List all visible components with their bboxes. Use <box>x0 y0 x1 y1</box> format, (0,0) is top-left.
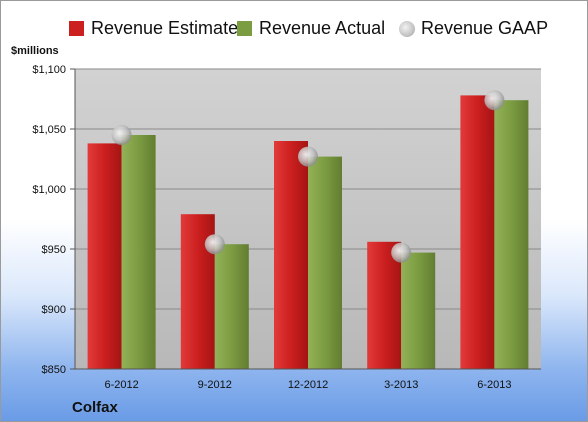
legend-label-estimate: Revenue Estimate <box>91 18 239 38</box>
marker-revenue-gaap <box>391 242 412 263</box>
y-axis-ticks: $850 $900 $950 $1,000 $1,050 $1,100 <box>32 64 76 376</box>
company-name: Colfax <box>72 399 118 416</box>
unit-label: $millions <box>11 45 59 57</box>
y-tick-label: $1,000 <box>32 184 66 196</box>
y-tick-label: $1,100 <box>32 64 66 76</box>
bar-revenue-estimate <box>367 241 402 369</box>
x-tick-label: 12-2012 <box>288 379 328 391</box>
legend-swatch-estimate <box>69 21 84 36</box>
legend: Revenue Estimate Revenue Actual Revenue … <box>1 18 587 42</box>
y-tick-label: $850 <box>42 364 66 376</box>
marker-revenue-gaap <box>484 90 505 111</box>
legend-label-gaap: Revenue GAAP <box>421 18 549 38</box>
bar-revenue-estimate <box>460 95 495 370</box>
legend-item-revenue-gaap: Revenue GAAP <box>399 18 548 39</box>
y-tick-label: $900 <box>42 304 66 316</box>
bar-revenue-estimate <box>274 141 308 369</box>
x-tick-label: 6-2013 <box>477 379 511 391</box>
legend-item-revenue-actual: Revenue Actual <box>237 18 385 39</box>
x-tick-label: 6-2012 <box>104 379 138 391</box>
x-tick-label: 3-2013 <box>384 379 418 391</box>
bar-revenue-actual <box>121 135 156 369</box>
y-tick-label: $950 <box>42 244 66 256</box>
bar-revenue-actual <box>214 244 249 369</box>
bar-revenue-actual <box>401 252 436 369</box>
legend-label-actual: Revenue Actual <box>259 18 386 38</box>
marker-revenue-gaap <box>111 125 132 145</box>
legend-item-revenue-estimate: Revenue Estimate <box>69 18 238 39</box>
y-tick-label: $1,050 <box>32 124 66 136</box>
x-tick-label: 9-2012 <box>198 379 232 391</box>
bar-revenue-actual <box>494 100 529 369</box>
marker-revenue-gaap <box>298 146 318 167</box>
marker-revenue-gaap <box>204 234 225 255</box>
legend-swatch-gaap <box>399 20 415 37</box>
legend-swatch-actual <box>237 21 252 36</box>
gaap-markers <box>111 90 505 263</box>
bar-revenue-estimate <box>87 143 122 369</box>
bar-revenue-actual <box>308 156 342 369</box>
x-axis-ticks: 6-2012 9-2012 12-2012 3-2013 6-2013 <box>75 368 541 391</box>
